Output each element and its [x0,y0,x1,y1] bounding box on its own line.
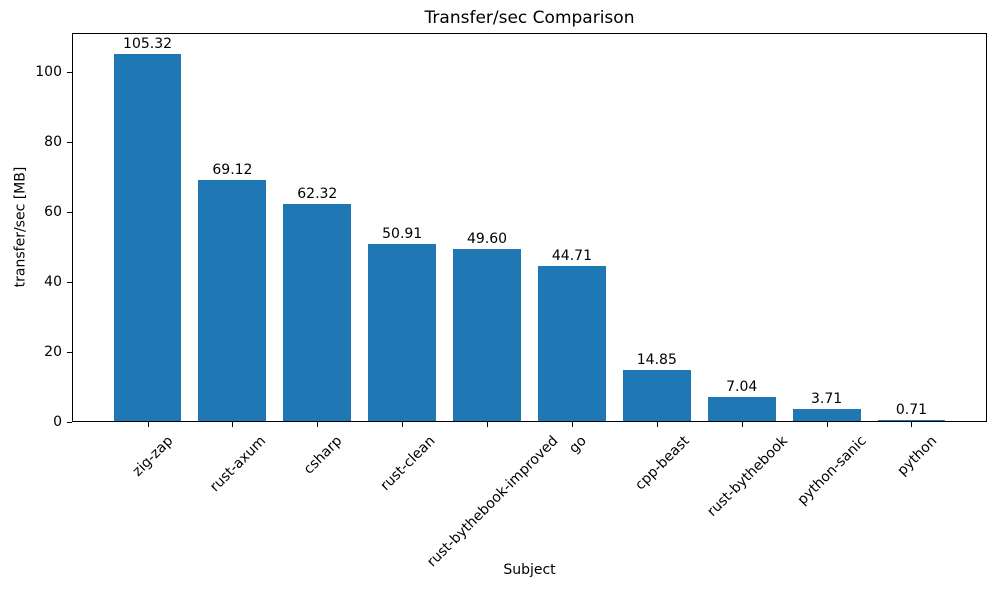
x-axis-label: Subject [503,562,556,578]
bar-value-label: 50.91 [382,226,423,243]
x-tick-mark [487,422,489,427]
bar-value-label: 7.04 [726,379,758,396]
x-tick-mark [571,422,573,427]
bar-python [877,419,946,422]
y-tick-mark [67,72,72,74]
bar-rust-clean [368,244,437,422]
y-tick-mark [67,282,72,284]
x-tick-label-go: go [566,433,590,457]
y-tick-mark [67,422,72,423]
bar-value-label: 69.12 [212,162,253,179]
x-tick-label-cpp-beast: cpp-beast [632,433,693,494]
bar-rust-axum [198,180,267,422]
bar-rust-bythebook [707,397,776,422]
x-tick-label-rust-axum: rust-axum [206,433,270,496]
x-tick-mark [402,422,404,427]
x-tick-mark [656,422,658,427]
bar-csharp [283,204,352,422]
x-tick-mark [147,422,149,427]
x-tick-label-zig-zap: zig-zap [129,433,177,480]
x-tick-label-rust-bythebook: rust-bythebook [703,433,791,520]
x-tick-label-rust-clean: rust-clean [377,433,439,494]
bar-value-label: 14.85 [636,352,677,369]
bar-python-sanic [792,409,861,422]
x-tick-mark [826,422,828,427]
y-tick-mark [67,212,72,214]
bar-value-label: 44.71 [551,247,592,264]
y-tick-label: 0 [53,414,62,430]
y-tick-label: 60 [44,204,62,221]
bar-value-label: 62.32 [297,186,338,203]
y-tick-label: 80 [44,134,62,151]
bar-value-label: 105.32 [123,35,173,52]
x-tick-mark [911,422,913,427]
bar-go [537,265,606,422]
y-axis-label: transfer/sec [MB] [11,166,28,288]
y-tick-label: 100 [35,64,62,81]
bar-cpp-beast [622,370,691,422]
bar-value-label: 0.71 [895,401,928,418]
x-tick-label-csharp: csharp [300,433,346,478]
bar-zig-zap [113,53,182,422]
x-tick-label-rust-bythebook-improved: rust-bythebook-improved [424,433,562,571]
x-tick-mark [317,422,319,427]
x-tick-mark [232,422,234,427]
x-tick-label-python-sanic: python-sanic [794,433,871,509]
x-tick-mark [741,422,743,427]
y-tick-mark [67,142,72,144]
bar-value-label: 3.71 [810,391,843,408]
y-tick-label: 20 [44,344,62,361]
bar-value-label: 49.60 [467,230,508,247]
bar-rust-bythebook-improved [453,248,521,422]
y-tick-label: 40 [44,274,62,291]
chart-title: Transfer/sec Comparison [424,8,635,28]
x-tick-label-python: python [894,433,941,479]
y-tick-mark [67,352,72,354]
